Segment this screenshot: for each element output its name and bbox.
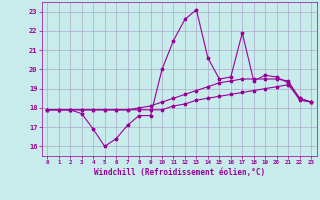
X-axis label: Windchill (Refroidissement éolien,°C): Windchill (Refroidissement éolien,°C) [94,168,265,177]
